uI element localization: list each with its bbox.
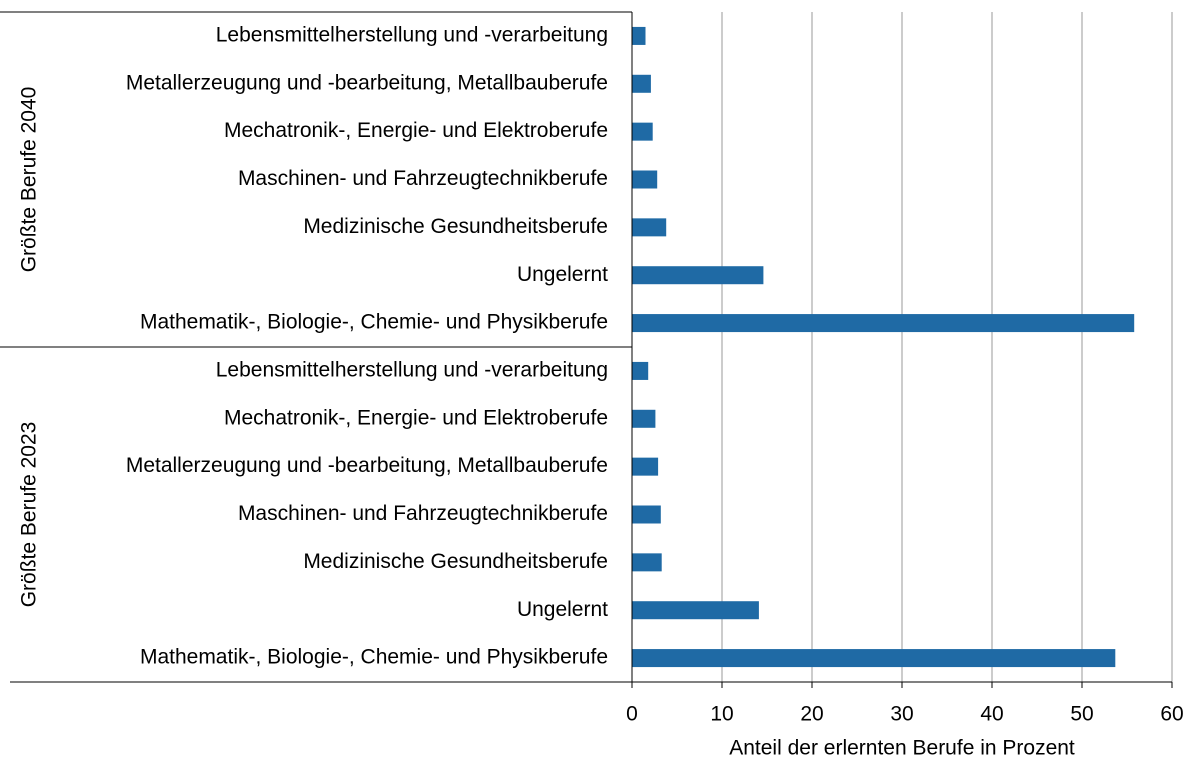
bar	[632, 170, 658, 189]
bar	[632, 74, 651, 93]
group-label: Größte Berufe 2040	[18, 87, 41, 273]
bar	[632, 361, 649, 380]
y-tick-label: Ungelernt	[517, 598, 608, 621]
bar	[632, 122, 653, 141]
bar	[632, 553, 662, 572]
bar	[632, 649, 1116, 668]
x-tick-label: 50	[1070, 703, 1093, 726]
y-tick-label: Mathematik-, Biologie-, Chemie- und Phys…	[140, 311, 608, 334]
y-tick-label: Metallerzeugung und -bearbeitung, Metall…	[126, 454, 608, 477]
y-tick-label: Mechatronik-, Energie- und Elektroberufe	[224, 406, 608, 429]
x-tick-label: 0	[626, 703, 638, 726]
y-tick-label: Medizinische Gesundheitsberufe	[303, 215, 608, 238]
x-tick-label: 30	[890, 703, 913, 726]
y-tick-label: Mathematik-, Biologie-, Chemie- und Phys…	[140, 646, 608, 669]
bar	[632, 26, 646, 45]
x-tick-label: 40	[980, 703, 1003, 726]
bar	[632, 505, 661, 524]
bar	[632, 409, 656, 428]
bar	[632, 266, 764, 285]
bar	[632, 218, 667, 237]
y-tick-label: Ungelernt	[517, 263, 608, 286]
bar	[632, 601, 759, 620]
y-tick-label: Lebensmittelherstellung und -verarbeitun…	[216, 23, 608, 46]
y-tick-label: Metallerzeugung und -bearbeitung, Metall…	[126, 71, 608, 94]
x-tick-label: 60	[1160, 703, 1183, 726]
y-tick-label: Maschinen- und Fahrzeugtechnikberufe	[238, 167, 608, 190]
x-tick-label: 20	[800, 703, 823, 726]
bar	[632, 457, 659, 476]
x-tick-label: 10	[710, 703, 733, 726]
y-tick-label: Mechatronik-, Energie- und Elektroberufe	[224, 119, 608, 142]
group-label: Größte Berufe 2023	[18, 422, 41, 608]
y-tick-label: Maschinen- und Fahrzeugtechnikberufe	[238, 502, 608, 525]
y-tick-label: Medizinische Gesundheitsberufe	[303, 550, 608, 573]
y-tick-label: Lebensmittelherstellung und -verarbeitun…	[216, 358, 608, 381]
bar	[632, 314, 1135, 333]
x-axis-title: Anteil der erlernten Berufe in Prozent	[729, 737, 1075, 760]
